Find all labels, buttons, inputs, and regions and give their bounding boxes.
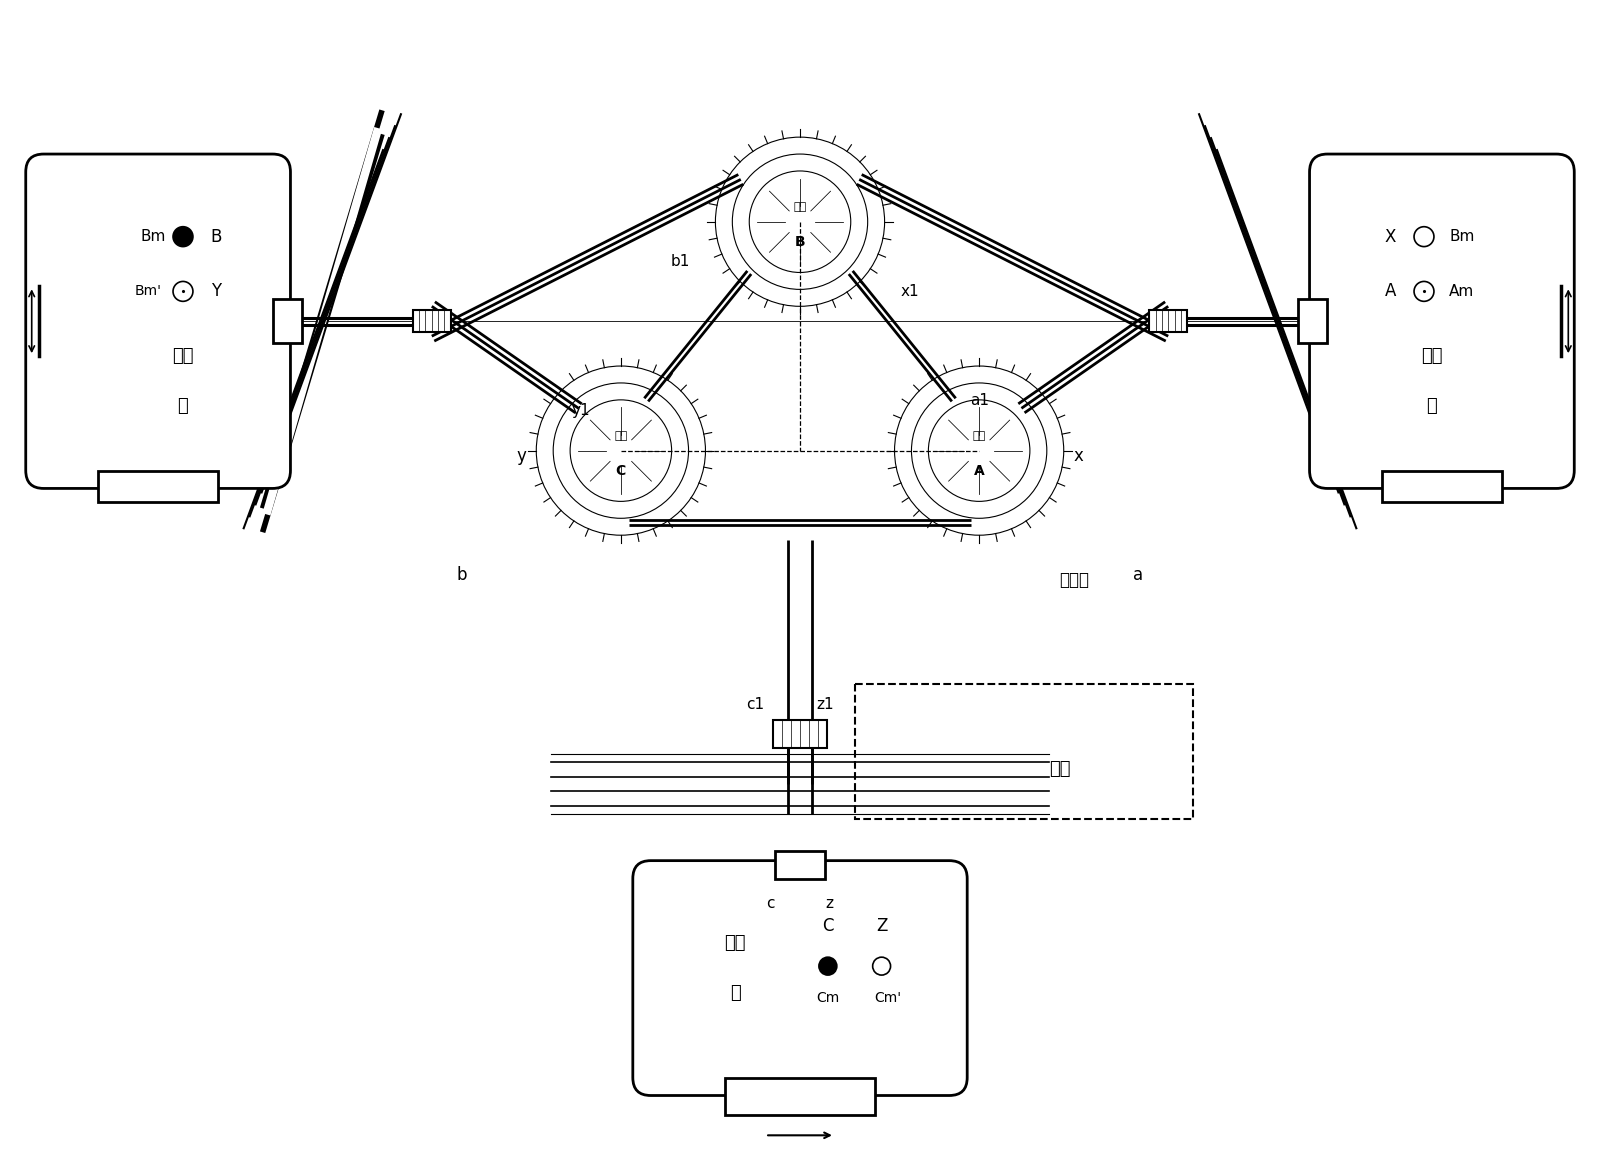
Bar — [775, 850, 825, 878]
Text: a1: a1 — [969, 393, 988, 408]
Text: Am: Am — [1450, 283, 1474, 299]
Text: B: B — [795, 235, 806, 249]
Bar — [1383, 471, 1501, 502]
Circle shape — [173, 227, 192, 246]
Text: c: c — [766, 896, 774, 911]
Bar — [772, 721, 827, 749]
Text: y: y — [516, 447, 527, 465]
Bar — [855, 685, 1193, 819]
Text: 汇流环: 汇流环 — [1059, 572, 1089, 589]
Text: A: A — [1384, 282, 1395, 301]
FancyBboxPatch shape — [633, 861, 968, 1096]
Text: A: A — [974, 464, 985, 478]
Text: 电极: 电极 — [972, 430, 985, 441]
Text: X: X — [1384, 228, 1395, 245]
Text: y1: y1 — [572, 404, 591, 419]
Text: Z: Z — [876, 918, 888, 935]
Text: Bm': Bm' — [135, 285, 162, 299]
FancyBboxPatch shape — [1309, 154, 1575, 488]
Text: 电极: 电极 — [793, 201, 807, 212]
Bar — [726, 1077, 875, 1115]
Bar — [413, 310, 450, 332]
Text: 器: 器 — [178, 397, 189, 415]
Text: 变压: 变压 — [1421, 347, 1443, 366]
Bar — [98, 471, 218, 502]
Text: 器: 器 — [1426, 397, 1437, 415]
Bar — [1149, 310, 1187, 332]
Text: 变压: 变压 — [724, 934, 747, 952]
Text: 器: 器 — [731, 983, 740, 1002]
Text: x: x — [1073, 447, 1083, 465]
Text: b: b — [457, 566, 466, 584]
Text: C: C — [615, 464, 626, 478]
Text: Cm: Cm — [817, 992, 839, 1005]
Text: x1: x1 — [900, 283, 920, 299]
Text: z1: z1 — [815, 697, 833, 712]
Text: B: B — [210, 228, 221, 245]
Bar — [272, 300, 303, 344]
FancyBboxPatch shape — [26, 154, 290, 488]
Text: b1: b1 — [671, 255, 690, 270]
Text: C: C — [822, 918, 833, 935]
Text: a: a — [1133, 566, 1144, 584]
Text: 电极: 电极 — [614, 430, 628, 441]
Circle shape — [819, 957, 836, 975]
Text: 短网: 短网 — [1049, 760, 1070, 778]
Text: c1: c1 — [747, 697, 764, 712]
Text: Y: Y — [211, 282, 221, 301]
Text: z: z — [827, 896, 835, 911]
Text: 变压: 变压 — [173, 347, 194, 366]
Text: Cm': Cm' — [875, 992, 902, 1005]
Text: Bm: Bm — [141, 229, 167, 244]
Text: Bm: Bm — [1450, 229, 1474, 244]
Bar — [1298, 300, 1328, 344]
